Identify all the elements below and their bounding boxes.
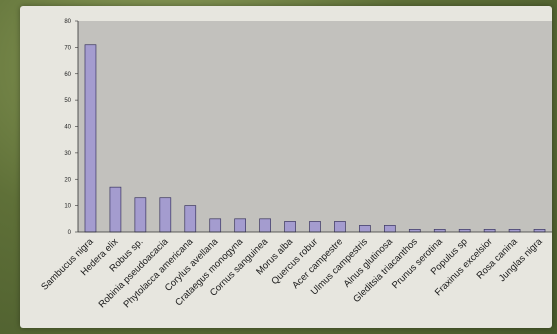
y-axis-ticks: 0 10 20 30 40 50 60 70 80 bbox=[64, 19, 78, 236]
y-tick-label: 60 bbox=[64, 72, 71, 78]
y-tick-label: 80 bbox=[64, 19, 71, 25]
bar-6 bbox=[234, 218, 246, 233]
bar-10 bbox=[334, 221, 346, 233]
y-tick-label: 50 bbox=[64, 98, 71, 104]
y-tick-label: 0 bbox=[68, 230, 72, 236]
bar-3 bbox=[159, 197, 172, 233]
y-tick-label: 70 bbox=[64, 45, 71, 51]
bar-1 bbox=[109, 186, 122, 233]
y-tick-label: 10 bbox=[64, 204, 71, 210]
bar-7 bbox=[259, 218, 271, 233]
bar-8 bbox=[284, 221, 296, 233]
bar-5 bbox=[209, 218, 222, 233]
bar-11 bbox=[359, 225, 371, 233]
y-tick-label: 20 bbox=[64, 177, 71, 183]
y-tick-label: 40 bbox=[64, 125, 71, 131]
bar-4 bbox=[184, 205, 197, 233]
bar-0 bbox=[84, 44, 97, 233]
plot-area bbox=[78, 21, 552, 232]
bar-12 bbox=[384, 225, 396, 233]
bar-2 bbox=[134, 197, 147, 233]
bar-9 bbox=[309, 221, 321, 233]
y-tick-label: 30 bbox=[64, 151, 71, 157]
